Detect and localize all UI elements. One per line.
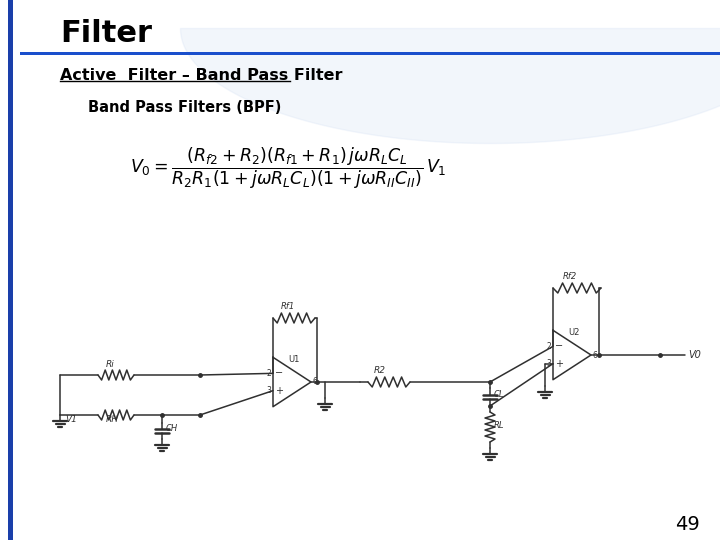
Text: $V_0 = \dfrac{(R_{f2}+R_2)(R_{f1}+R_1)\,j\omega R_L C_L}{R_2 R_1(1+j\omega R_L C: $V_0 = \dfrac{(R_{f2}+R_2)(R_{f1}+R_1)\,… [130, 145, 446, 191]
Text: U2: U2 [568, 328, 580, 338]
Text: 2: 2 [546, 342, 551, 351]
Text: 49: 49 [675, 515, 700, 534]
Bar [8, 0, 13, 540]
Text: CL: CL [494, 390, 505, 399]
Text: Band Pass Filters (BPF): Band Pass Filters (BPF) [88, 99, 282, 114]
Text: −: − [554, 341, 563, 352]
Text: CH: CH [166, 424, 178, 433]
Text: 2: 2 [266, 369, 271, 378]
Text: +: + [554, 359, 563, 369]
Text: Ri: Ri [106, 360, 114, 369]
Text: 6: 6 [313, 377, 318, 387]
Text: 6: 6 [593, 350, 598, 360]
Text: +: + [275, 386, 283, 396]
Text: Rf2: Rf2 [563, 272, 577, 281]
Text: V0: V0 [688, 350, 701, 360]
Text: Active  Filter – Band Pass Filter: Active Filter – Band Pass Filter [60, 69, 343, 84]
Text: U1: U1 [288, 355, 300, 364]
Text: 3: 3 [266, 386, 271, 395]
Text: Filter: Filter [60, 18, 152, 48]
Text: V1: V1 [65, 415, 77, 424]
Text: R2: R2 [374, 366, 386, 375]
Text: 3: 3 [546, 359, 551, 368]
Text: RH: RH [106, 415, 119, 424]
Text: RL: RL [494, 421, 505, 430]
Bar [20, 52, 720, 55]
Text: Rf1: Rf1 [281, 302, 295, 311]
Text: −: − [274, 368, 283, 379]
